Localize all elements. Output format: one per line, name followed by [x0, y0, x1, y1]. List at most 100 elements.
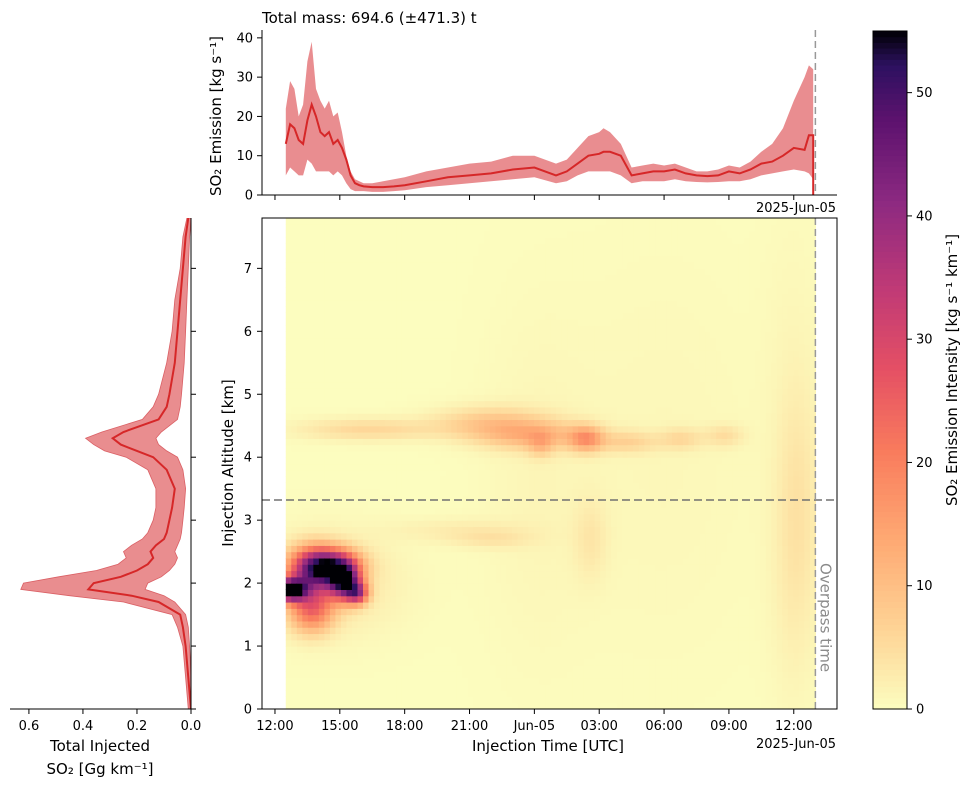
- heatmap-cell: [467, 526, 474, 534]
- heatmap-cell: [495, 683, 502, 691]
- heatmap-cell: [539, 476, 546, 483]
- heatmap-cell: [351, 532, 359, 540]
- heatmap-cell: [451, 381, 458, 389]
- heatmap-cell: [313, 652, 320, 660]
- heatmap-cell: [302, 463, 309, 471]
- heatmap-cell: [379, 406, 386, 414]
- heatmap-cell: [302, 520, 309, 528]
- heatmap-cell: [611, 664, 618, 672]
- heatmap-cell: [495, 394, 502, 402]
- heatmap-cell: [539, 463, 546, 471]
- heatmap-cell: [374, 583, 381, 590]
- heatmap-cell: [511, 375, 519, 383]
- heatmap-cell: [412, 545, 419, 553]
- heatmap-cell: [611, 526, 618, 534]
- heatmap-cell: [407, 287, 414, 295]
- heatmap-cell: [418, 306, 425, 314]
- heatmap-cell: [556, 702, 563, 709]
- heatmap-cell: [363, 224, 370, 232]
- heatmap-cell: [561, 532, 568, 540]
- heatmap-cell: [302, 627, 309, 635]
- heatmap-cell: [313, 614, 320, 622]
- heatmap-cell: [545, 236, 552, 244]
- heatmap-cell: [627, 513, 634, 521]
- heatmap-cell: [605, 387, 612, 395]
- heatmap-cell: [600, 432, 607, 439]
- heatmap-cell: [346, 570, 353, 578]
- heatmap-cell: [611, 306, 618, 314]
- heatmap-cell: [622, 564, 629, 572]
- heatmap-cell: [318, 287, 325, 295]
- heatmap-cell: [506, 513, 513, 521]
- heatmap-cell: [379, 394, 386, 402]
- heatmap-cell: [335, 312, 342, 320]
- heatmap-cell: [561, 381, 568, 389]
- heatmap-cell: [302, 400, 309, 408]
- heatmap-cell: [396, 413, 403, 421]
- heatmap-cell: [291, 658, 298, 666]
- heatmap-cell: [622, 539, 629, 546]
- heatmap-cell: [478, 299, 485, 307]
- heatmap-cell: [363, 413, 370, 421]
- heatmap-cell: [418, 633, 425, 641]
- heatmap-cell: [340, 608, 348, 616]
- heatmap-cell: [572, 652, 579, 660]
- heatmap-cell: [451, 268, 458, 276]
- heatmap-cell: [633, 652, 640, 660]
- heatmap-cell: [379, 690, 386, 698]
- heatmap-cell: [351, 469, 359, 477]
- heatmap-cell: [340, 551, 348, 559]
- heatmap-cell: [456, 432, 463, 439]
- heatmap-cell: [318, 564, 325, 572]
- heatmap-cell: [429, 633, 436, 641]
- heatmap-cell: [302, 539, 309, 546]
- heatmap-cell: [440, 243, 447, 251]
- heatmap-cell: [511, 362, 519, 370]
- heatmap-cell: [495, 293, 502, 301]
- heatmap-cell: [418, 570, 425, 578]
- heatmap-cell: [583, 230, 590, 238]
- heatmap-cell: [429, 406, 436, 414]
- heatmap-cell: [511, 255, 519, 263]
- heatmap-cell: [539, 664, 546, 672]
- heatmap-cell: [556, 690, 563, 698]
- heatmap-cell: [611, 494, 618, 502]
- heatmap-cell: [434, 658, 441, 666]
- heatmap-cell: [511, 293, 519, 301]
- heatmap-cell: [484, 268, 491, 276]
- heatmap-cell: [351, 343, 359, 351]
- heatmap-cell: [578, 494, 585, 502]
- heatmap-cell: [622, 381, 629, 389]
- heatmap-cell: [556, 639, 563, 647]
- heatmap-cell: [390, 614, 397, 622]
- heatmap-cell: [390, 620, 397, 628]
- heatmap-cell: [423, 350, 430, 358]
- heatmap-cell: [451, 476, 458, 483]
- heatmap-cell: [528, 677, 535, 685]
- heatmap-cell: [523, 690, 530, 698]
- heatmap-cell: [423, 432, 430, 439]
- heatmap-cell: [528, 438, 535, 446]
- heatmap-cell: [340, 337, 348, 345]
- heatmap-cell: [583, 249, 590, 257]
- heatmap-cell: [500, 658, 508, 666]
- heatmap-cell: [368, 671, 375, 679]
- heatmap-cell: [318, 639, 325, 647]
- heatmap-cell: [335, 570, 342, 578]
- heatmap-cell: [611, 457, 618, 465]
- heatmap-cell: [556, 595, 563, 603]
- heatmap-cell: [611, 350, 618, 358]
- heatmap-cell: [473, 230, 480, 238]
- heatmap-cell: [374, 488, 381, 496]
- heatmap-cell: [523, 627, 530, 635]
- heatmap-cell: [572, 312, 579, 320]
- heatmap-cell: [335, 287, 342, 295]
- heatmap-cell: [484, 469, 491, 477]
- heatmap-cell: [506, 671, 513, 679]
- heatmap-cell: [622, 287, 629, 295]
- heatmap-cell: [418, 343, 425, 351]
- heatmap-cell: [523, 343, 530, 351]
- heatmap-cell: [368, 432, 375, 439]
- heatmap-cell: [390, 690, 397, 698]
- heatmap-cell: [390, 702, 397, 709]
